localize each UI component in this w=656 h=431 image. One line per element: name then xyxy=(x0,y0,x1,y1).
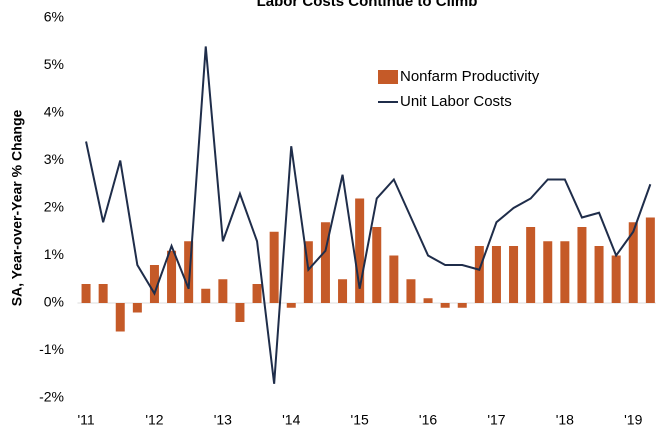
y-axis-label: SA, Year-over-Year % Change xyxy=(9,109,25,306)
x-tick-label: '13 xyxy=(214,412,232,428)
x-tick-label: '19 xyxy=(624,412,642,428)
bar xyxy=(355,198,365,303)
bar xyxy=(560,241,570,303)
bar xyxy=(594,246,604,303)
x-tick-label: '12 xyxy=(145,412,163,428)
bar xyxy=(406,279,416,303)
bar xyxy=(252,284,262,303)
bar xyxy=(389,255,399,303)
bar xyxy=(423,298,433,303)
legend-swatch xyxy=(378,70,398,84)
y-tick-label: 2% xyxy=(44,199,64,215)
bar xyxy=(491,246,501,303)
x-tick-label: '15 xyxy=(351,412,369,428)
y-tick-label: 1% xyxy=(44,246,64,262)
bar xyxy=(269,231,279,303)
x-tick-label: '16 xyxy=(419,412,437,428)
y-tick-label: -1% xyxy=(39,341,64,357)
bar xyxy=(509,246,519,303)
bar xyxy=(611,255,621,303)
chart-title: Labor Costs Continue to Climb xyxy=(257,0,478,10)
bar xyxy=(457,303,467,308)
line xyxy=(85,46,652,384)
bar xyxy=(338,279,348,303)
bar xyxy=(320,222,330,303)
bar xyxy=(628,222,638,303)
bar xyxy=(132,303,142,313)
bar xyxy=(98,284,108,303)
bar xyxy=(577,227,587,303)
bar xyxy=(543,241,553,303)
y-tick-label: 4% xyxy=(44,104,64,120)
bar xyxy=(81,284,91,303)
bar xyxy=(218,279,228,303)
legend-label: Nonfarm Productivity xyxy=(400,68,540,85)
bar xyxy=(184,241,194,303)
bar xyxy=(372,227,382,303)
y-tick-label: 0% xyxy=(44,294,64,310)
bar xyxy=(167,250,177,303)
y-tick-label: -2% xyxy=(39,389,64,405)
y-tick-label: 5% xyxy=(44,56,64,72)
bar xyxy=(286,303,296,308)
y-tick-label: 6% xyxy=(44,9,64,25)
legend-label: Unit Labor Costs xyxy=(400,93,512,110)
bar xyxy=(303,241,313,303)
bar xyxy=(115,303,125,332)
x-tick-label: '11 xyxy=(77,412,94,428)
bar xyxy=(474,246,484,303)
bar xyxy=(440,303,450,308)
x-tick-label: '17 xyxy=(487,412,505,428)
x-tick-label: '14 xyxy=(282,412,300,428)
x-tick-label: '18 xyxy=(556,412,574,428)
bar xyxy=(645,217,655,303)
bar xyxy=(149,265,159,303)
bar xyxy=(201,288,211,303)
bar xyxy=(235,303,245,322)
y-tick-label: 3% xyxy=(44,151,64,167)
bar xyxy=(526,227,536,303)
